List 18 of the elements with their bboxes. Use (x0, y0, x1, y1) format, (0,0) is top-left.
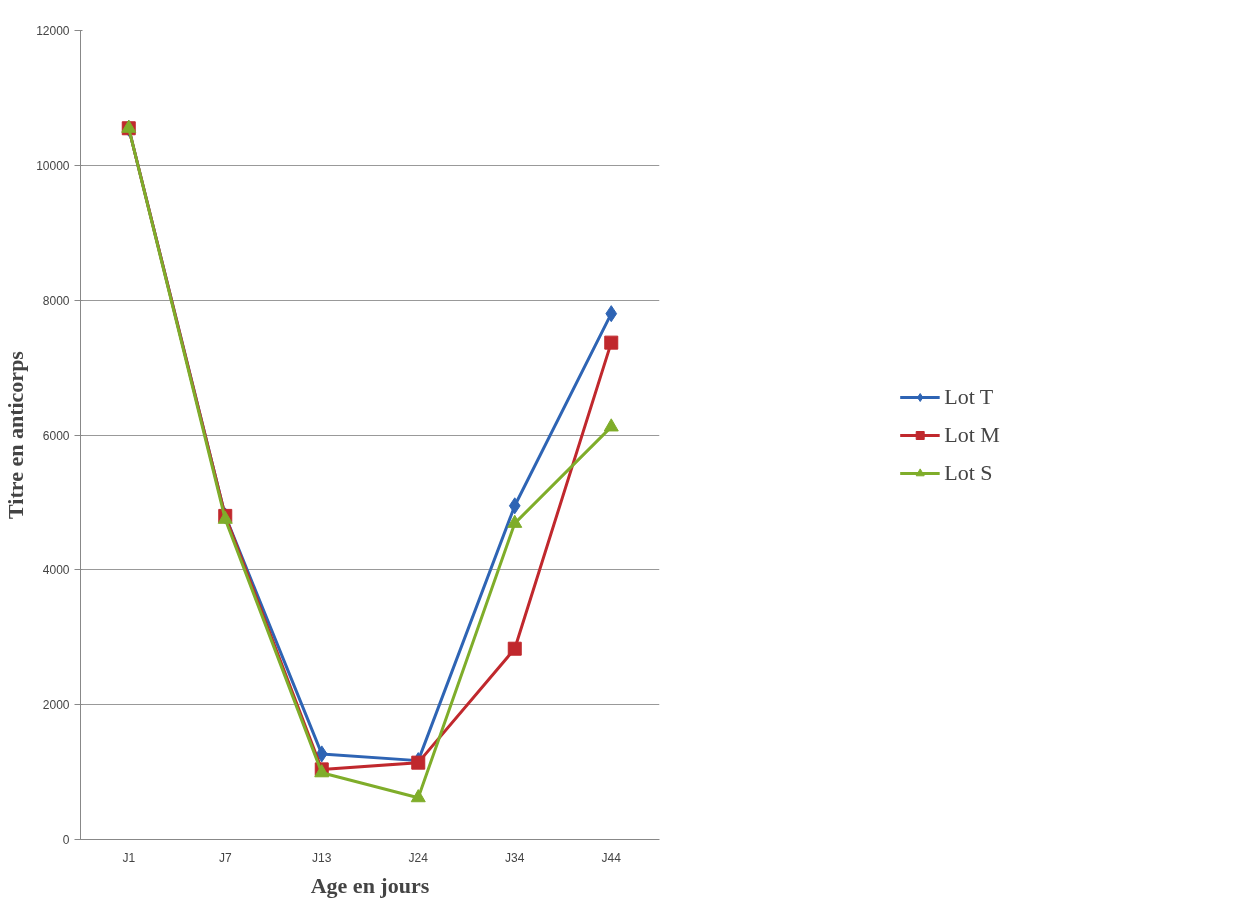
x-tick-label: J24 (408, 850, 429, 865)
y-tick-label: 10000 (36, 158, 70, 173)
y-tick-label: 2000 (42, 698, 70, 713)
x-axis-title: Age en jours (310, 872, 430, 898)
x-tick-label: J13 (312, 850, 332, 865)
legend-label: Lot S (944, 459, 993, 486)
y-tick-label: 12000 (36, 24, 70, 38)
y-tick-label: 8000 (42, 293, 70, 308)
x-tick-label: J1 (122, 850, 136, 865)
y-axis-title: Titre en anticorps (3, 350, 29, 519)
y-tick-label: 4000 (42, 563, 70, 578)
x-tick-label: J34 (505, 850, 525, 865)
legend-label: Lot T (944, 383, 994, 410)
x-tick-label: J7 (218, 850, 232, 865)
x-tick-label: J44 (601, 850, 622, 865)
y-tick-label: 0 (62, 833, 70, 847)
legend-label: Lot M (944, 421, 1000, 448)
y-tick-label: 6000 (42, 428, 70, 443)
